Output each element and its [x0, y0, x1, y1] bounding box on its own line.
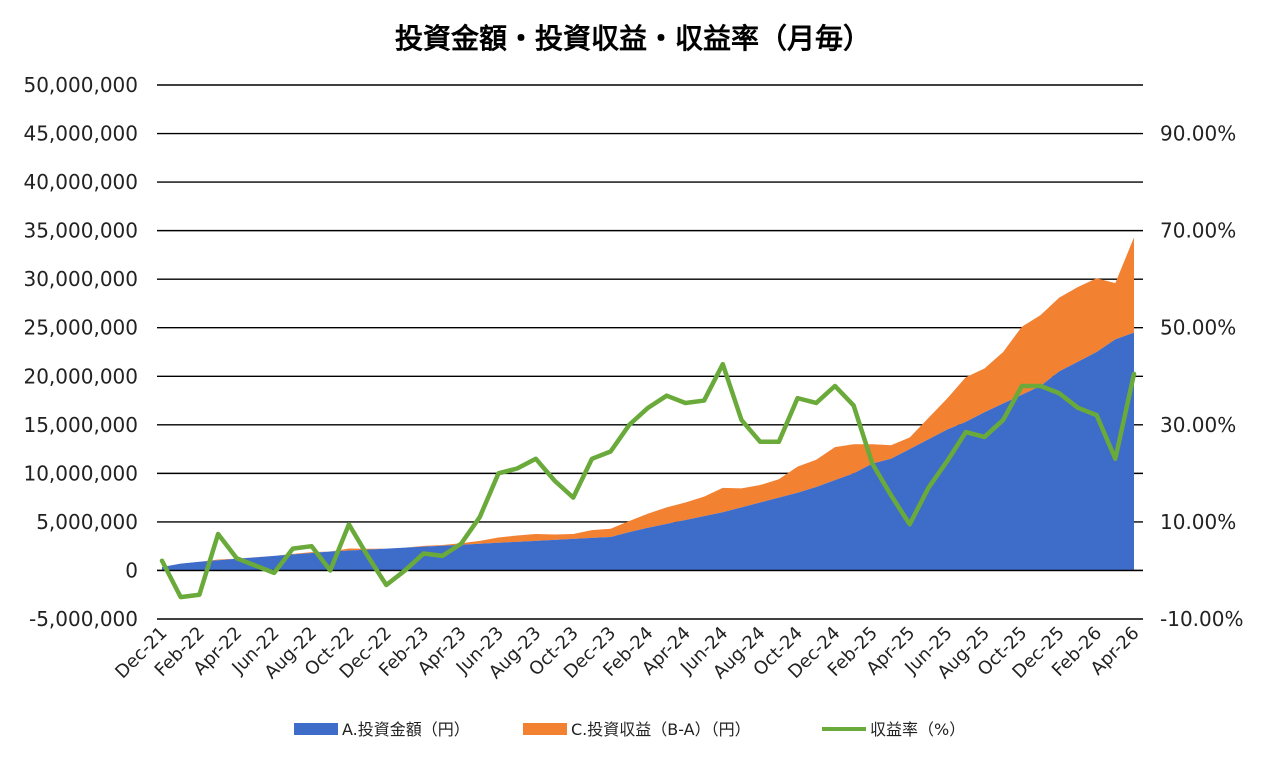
y-left-tick-label: 30,000,000	[23, 267, 138, 291]
legend: A.投資金額（円） C.投資収益（B-A）（円） 収益率（%）	[294, 720, 965, 739]
y-left-tick-label: -5,000,000	[29, 607, 138, 631]
y-right-tick-label: 10.00%	[1160, 510, 1236, 534]
y-left-tick-label: 10,000,000	[23, 461, 138, 485]
y-left-tick-label: 25,000,000	[23, 316, 138, 340]
return-rate-line	[159, 361, 1137, 600]
y-left-tick-label: 5,000,000	[36, 510, 138, 534]
legend-label-return-rate: 収益率（%）	[870, 720, 965, 739]
left-axis-ticks: -5,000,000 0 5,000,000 10,000,000 15,000,000…	[23, 73, 138, 631]
investment-area	[162, 332, 1134, 571]
right-axis-ticks: -10.00% 10.00% 30.00% 50.00% 70.00% 90.00%	[1160, 122, 1243, 631]
chart-title: 投資金額・投資収益・収益率（月毎）	[395, 22, 871, 55]
legend-label-investment: A.投資金額（円）	[342, 720, 470, 739]
plot-areas	[157, 237, 1143, 572]
legend-swatch-profit	[523, 723, 567, 735]
y-left-tick-label: 15,000,000	[23, 413, 138, 437]
y-left-tick-label: 35,000,000	[23, 219, 138, 243]
y-right-tick-label: 70.00%	[1160, 219, 1236, 243]
legend-swatch-investment	[294, 723, 338, 735]
y-left-tick-label: 0	[125, 558, 138, 582]
y-right-tick-label: 90.00%	[1160, 122, 1236, 146]
legend-label-profit: C.投資収益（B-A）（円）	[571, 720, 751, 739]
y-right-tick-label: 30.00%	[1160, 413, 1236, 437]
y-left-tick-label: 20,000,000	[23, 364, 138, 388]
y-left-tick-label: 50,000,000	[23, 73, 138, 97]
plot-lines	[159, 361, 1137, 600]
y-right-tick-label: 50.00%	[1160, 316, 1236, 340]
y-right-tick-label: -10.00%	[1160, 607, 1243, 631]
y-left-tick-label: 40,000,000	[23, 170, 138, 194]
x-axis-ticks: Dec-21Feb-22Apr-22Jun-22Aug-22Oct-22Dec-…	[111, 623, 1143, 683]
y-left-tick-label: 45,000,000	[23, 122, 138, 146]
